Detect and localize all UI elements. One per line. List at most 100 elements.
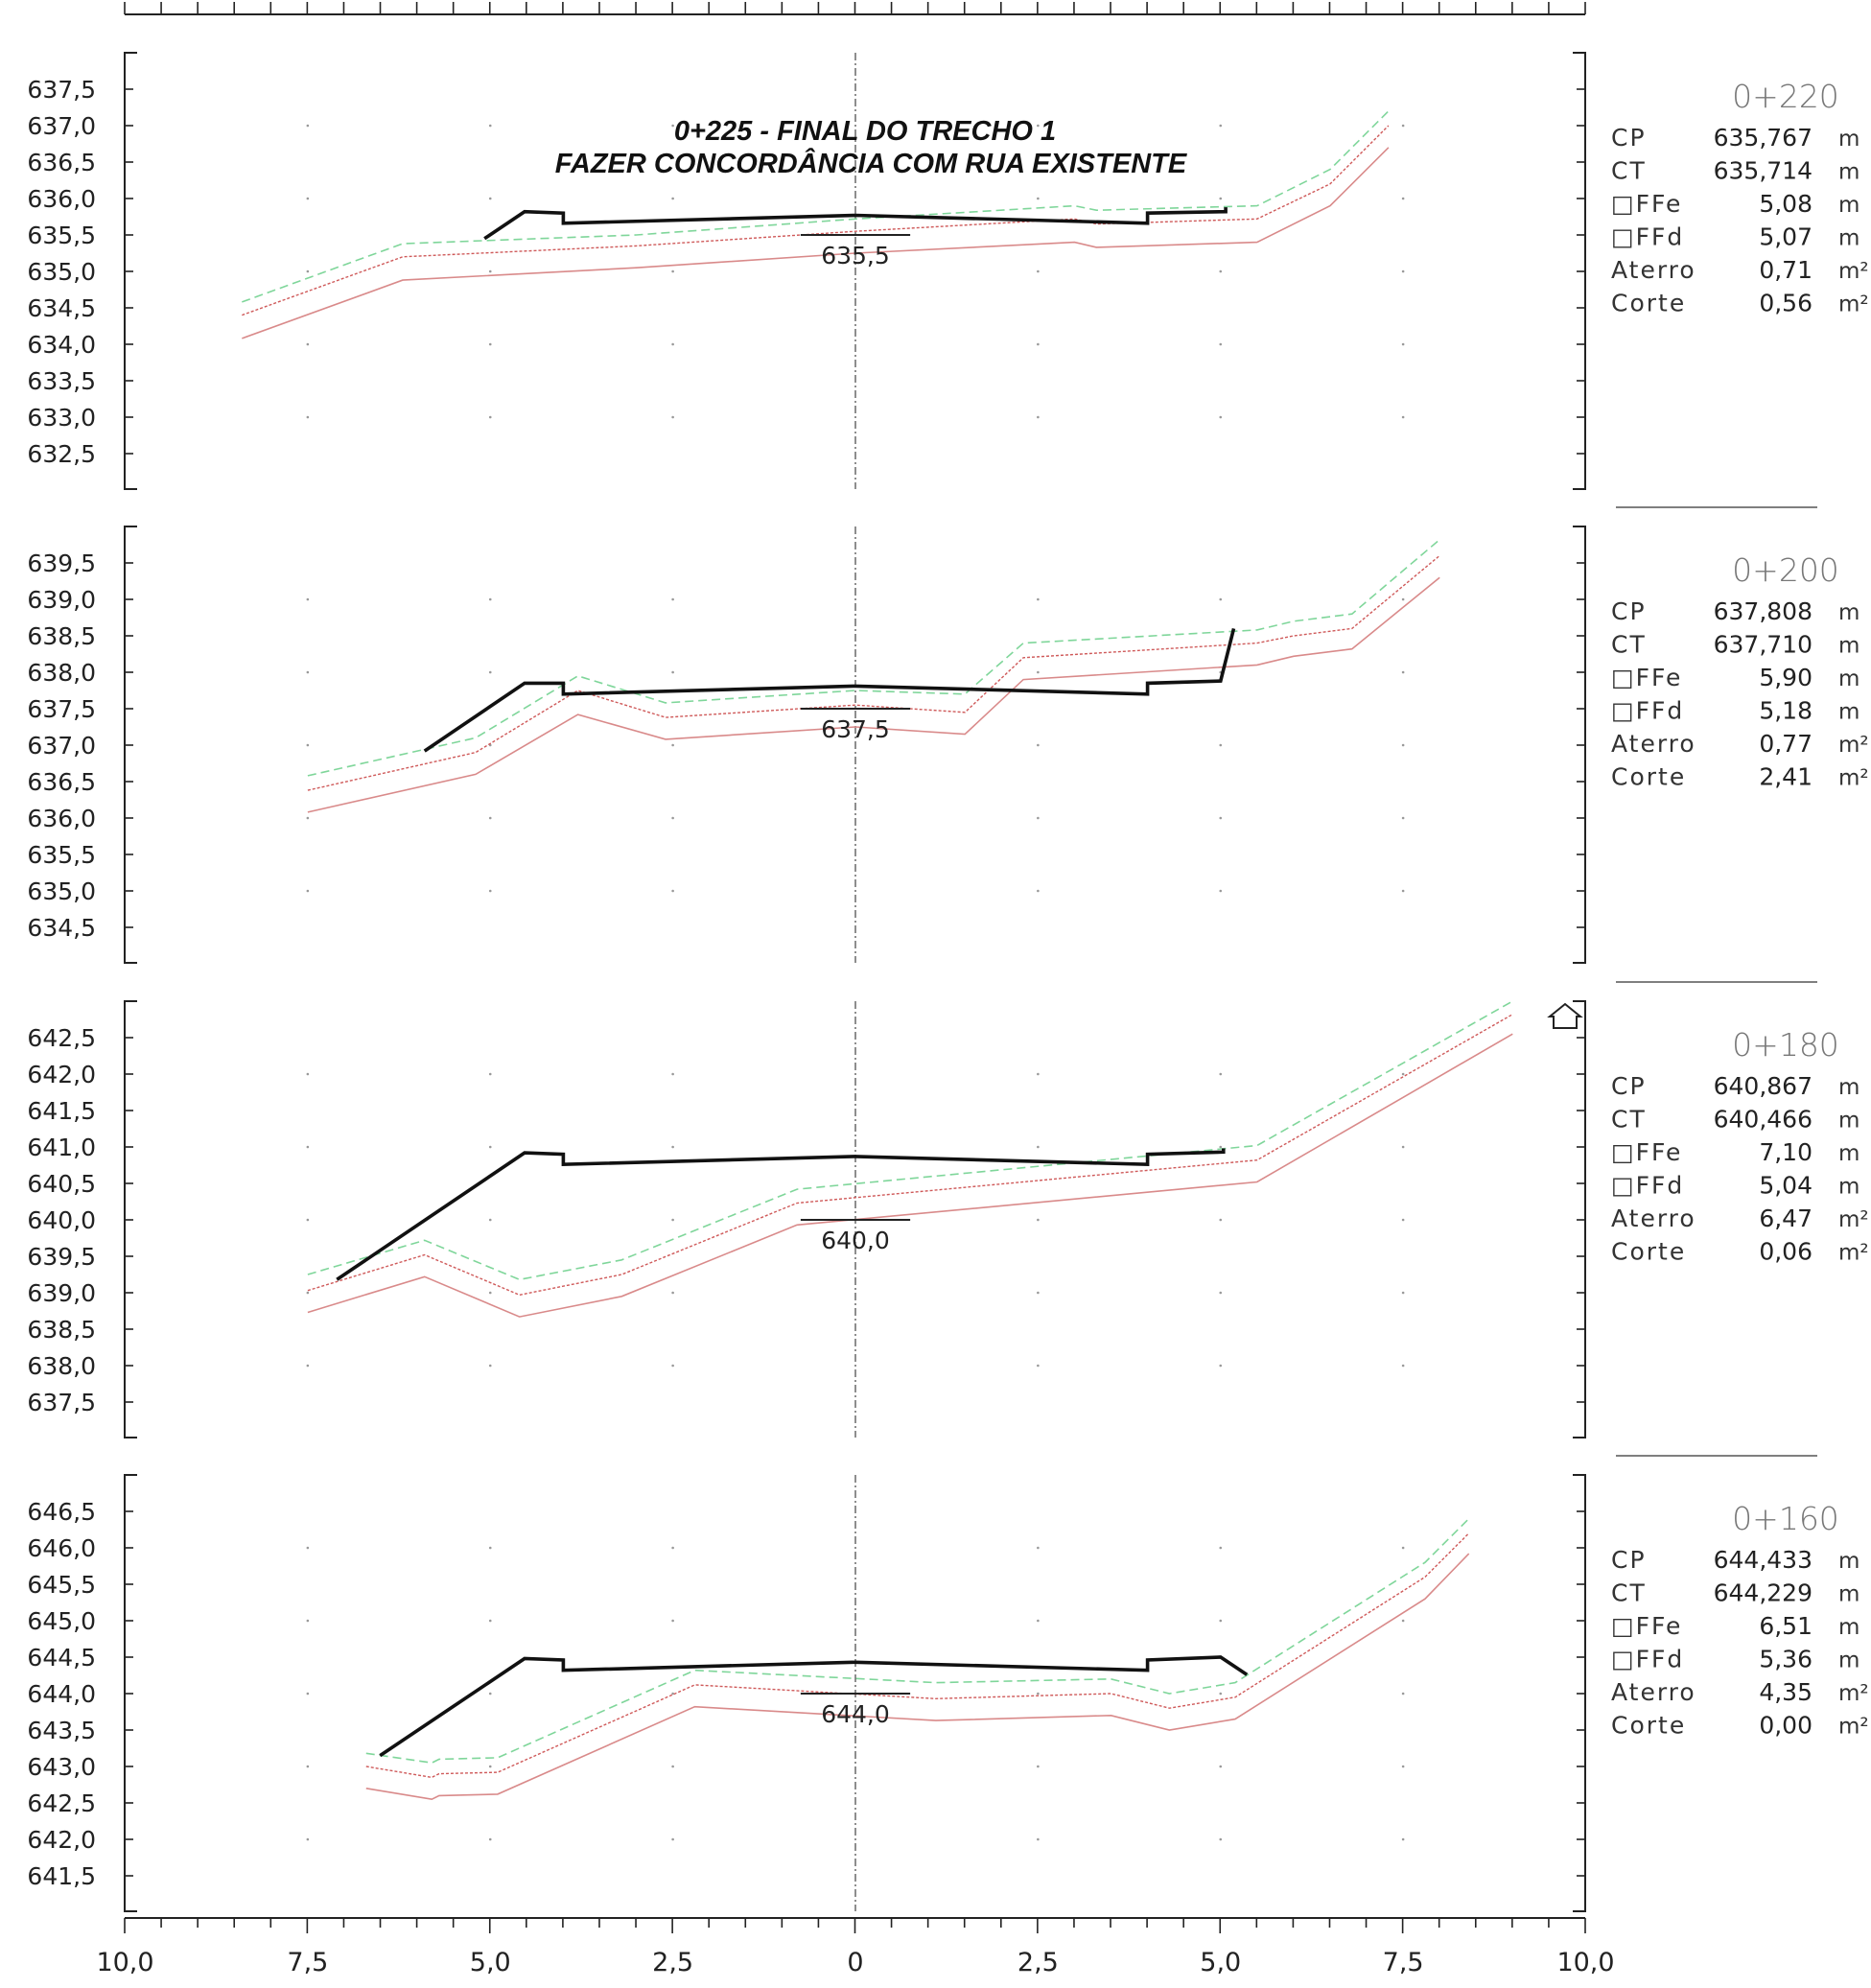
grid-dot	[488, 1364, 492, 1368]
grid-dot	[1219, 1619, 1223, 1623]
grid-dot	[488, 1291, 492, 1295]
grid-dot	[306, 1546, 310, 1550]
cut-area-unit: m²	[1838, 766, 1869, 791]
section-title: 0+225 - FINAL DO TRECHO 1 FAZER CONCORDÂ…	[555, 116, 1188, 179]
grid-dot	[488, 1619, 492, 1623]
grid-dot	[1401, 1291, 1405, 1295]
y-tick-label: 638,5	[27, 622, 96, 650]
grid-dot	[306, 415, 310, 419]
grid-dot	[1401, 1619, 1405, 1623]
grid-dot	[306, 1364, 310, 1368]
elevation-reference-label: 635,5	[821, 242, 890, 269]
cross-section-0+180: 642,5 642,0 641,5 641,0 640,5 640,0 639,5 639,0…	[27, 1000, 1869, 1457]
offset-left-label: □FFe	[1611, 1612, 1682, 1640]
grid-dot	[1037, 597, 1040, 601]
elevation-reference-label: 644,0	[821, 1700, 890, 1728]
grid-dot	[1037, 269, 1040, 273]
y-tick-label: 638,0	[27, 659, 96, 687]
grid-dot	[671, 1218, 674, 1222]
offset-left-label: □FFe	[1611, 190, 1682, 218]
grid-dot	[1219, 597, 1223, 601]
grid-dot	[306, 1072, 310, 1076]
cp-label: CP	[1611, 1072, 1647, 1100]
grid-dot	[1037, 816, 1040, 820]
offset-left-value: 5,08	[1759, 190, 1813, 218]
y-tick-label: 641,5	[27, 1862, 96, 1890]
road-platform-line	[379, 1655, 1249, 1758]
terrain-dotted-line	[307, 1014, 1513, 1297]
y-tick-label: 640,5	[27, 1170, 96, 1198]
offset-left-unit: m	[1838, 193, 1859, 218]
grid-dot	[671, 1765, 674, 1768]
grid-dot	[671, 415, 674, 419]
grid-dot	[488, 597, 492, 601]
cp-unit: m	[1838, 1075, 1859, 1100]
x-tick-label: 7,5	[287, 1948, 328, 1977]
fill-area-value: 6,47	[1759, 1204, 1813, 1232]
offset-right-label: □FFd	[1611, 1172, 1684, 1200]
y-tick-label: 645,0	[27, 1607, 96, 1635]
y-tick-label: 637,5	[27, 1389, 96, 1416]
grid-dot	[1219, 197, 1223, 200]
grid-dot	[671, 1072, 674, 1076]
ct-value: 637,710	[1714, 631, 1813, 659]
ct-unit: m	[1838, 160, 1859, 185]
grid-dot	[671, 1837, 674, 1841]
grid-dot	[1401, 197, 1405, 200]
grid-dot	[488, 1145, 492, 1149]
y-tick-label: 636,0	[27, 185, 96, 213]
grid-dot	[671, 597, 674, 601]
grid-dot	[306, 1619, 310, 1623]
ct-unit: m	[1838, 634, 1859, 659]
grid-dot	[488, 415, 492, 419]
fill-area-unit: m²	[1838, 1207, 1869, 1232]
y-tick-label: 639,0	[27, 1279, 96, 1307]
grid-dot	[306, 1692, 310, 1696]
ct-label: CT	[1611, 1579, 1647, 1607]
y-tick-label: 642,5	[27, 1789, 96, 1817]
terrain-dashed-line	[307, 539, 1440, 777]
cp-value: 637,808	[1714, 597, 1813, 625]
grid-dot	[1037, 743, 1040, 747]
y-tick-label: 639,0	[27, 586, 96, 614]
cp-unit: m	[1838, 127, 1859, 152]
grid-dot	[1401, 1218, 1405, 1222]
y-tick-label: 632,5	[27, 440, 96, 468]
x-tick-label: 2,5	[652, 1948, 693, 1977]
cp-label: CP	[1611, 597, 1647, 625]
station-label: 0+220	[1732, 78, 1839, 115]
ct-value: 640,466	[1714, 1106, 1813, 1134]
home-icon[interactable]	[1547, 1002, 1583, 1029]
cut-area-unit: m²	[1838, 1715, 1869, 1740]
grid-dot	[306, 342, 310, 346]
ct-unit: m	[1838, 1582, 1859, 1607]
terrain-dotted-line	[365, 1532, 1470, 1779]
offset-left-unit: m	[1838, 667, 1859, 691]
y-tick-label: 642,5	[27, 1024, 96, 1052]
y-tick-label: 637,0	[27, 112, 96, 140]
grid-dot	[1037, 889, 1040, 893]
y-tick-label: 638,0	[27, 1352, 96, 1380]
grid-dot	[488, 197, 492, 200]
grid-dot	[1219, 1546, 1223, 1550]
grid-dot	[1401, 1546, 1405, 1550]
y-tick-label: 644,5	[27, 1644, 96, 1672]
road-platform-line	[483, 207, 1228, 241]
grid-dot	[488, 1692, 492, 1696]
offset-right-unit: m	[1838, 226, 1859, 251]
terrain-solid-line	[242, 147, 1390, 339]
grid-dot	[1219, 415, 1223, 419]
cut-area-unit: m²	[1838, 292, 1869, 317]
grid-dot	[1219, 1072, 1223, 1076]
y-tick-label: 636,5	[27, 768, 96, 796]
grid-dot	[1219, 816, 1223, 820]
grid-dot	[671, 1546, 674, 1550]
grid-dot	[671, 1692, 674, 1696]
elevation-reference-label: 640,0	[821, 1227, 890, 1254]
grid-dot	[488, 1765, 492, 1768]
grid-dot	[306, 1837, 310, 1841]
y-tick-label: 633,5	[27, 367, 96, 395]
y-tick-label: 635,0	[27, 877, 96, 905]
grid-dot	[1037, 1145, 1040, 1149]
grid-dot	[1037, 1546, 1040, 1550]
